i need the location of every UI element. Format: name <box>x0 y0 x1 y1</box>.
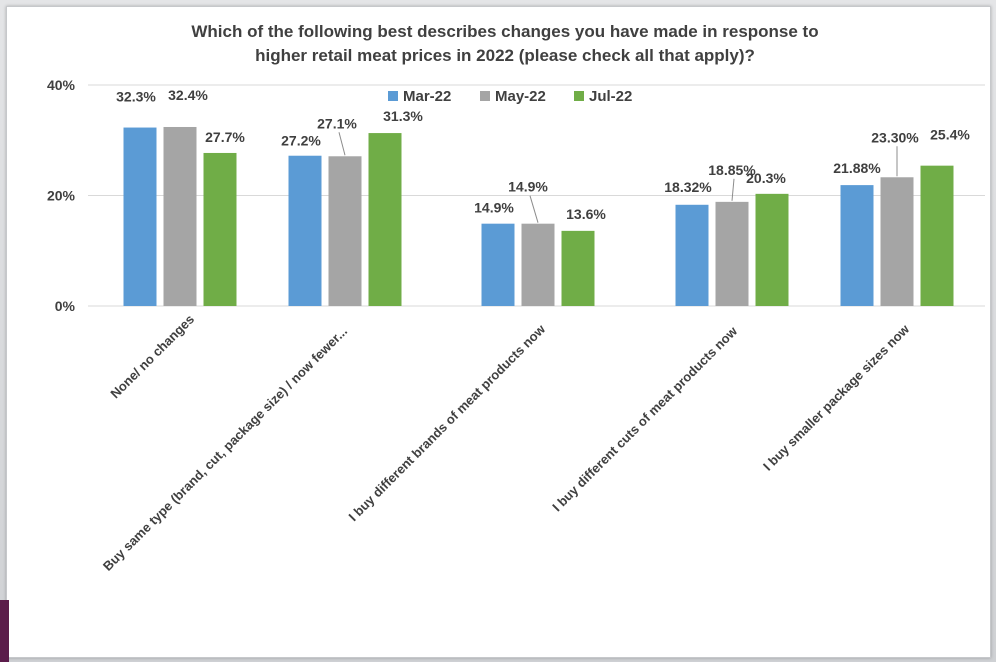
y-axis-tick-labels: 0% 20% 40% <box>47 77 76 314</box>
data-label: 13.6% <box>566 206 606 222</box>
bar <box>840 185 874 306</box>
data-label: 21.88% <box>833 160 881 176</box>
bar <box>880 177 914 306</box>
y-tick-label: 40% <box>47 77 76 93</box>
x-category-label: I buy different brands of meat products … <box>345 321 548 524</box>
y-tick-label: 20% <box>47 188 76 204</box>
bars <box>123 126 954 307</box>
bar <box>920 165 954 306</box>
data-label: 32.3% <box>116 89 156 105</box>
label-leader <box>338 132 346 156</box>
x-category-label: None/ no changes <box>107 312 197 402</box>
chart-title: Which of the following best describes ch… <box>191 22 818 65</box>
legend-label: Jul-22 <box>589 88 632 105</box>
bar <box>675 204 709 306</box>
data-labels: 32.3% 27.2% 14.9% 18.32% 21.88% 32.4% 27.1% 14.… <box>116 87 970 222</box>
data-label: 27.7% <box>205 129 245 145</box>
data-label: 14.9% <box>508 179 548 195</box>
data-label: 20.3% <box>746 170 786 186</box>
chart-title-line-2: higher retail meat prices in 2022 (pleas… <box>255 46 755 65</box>
bar <box>123 127 157 306</box>
data-label: 14.9% <box>474 200 514 216</box>
legend-swatch <box>388 91 398 101</box>
data-label: 25.4% <box>930 127 970 143</box>
y-tick-label: 0% <box>55 298 76 314</box>
bar <box>203 152 237 306</box>
legend-swatch <box>574 91 584 101</box>
bar <box>163 126 197 307</box>
legend-label: Mar-22 <box>403 88 451 105</box>
bar <box>561 230 595 306</box>
bar <box>755 193 789 306</box>
data-label: 27.2% <box>281 133 321 149</box>
legend-label: May-22 <box>495 88 546 105</box>
label-leader <box>529 195 539 223</box>
legend-swatch <box>480 91 490 101</box>
chart-title-line-1: Which of the following best describes ch… <box>191 22 818 41</box>
data-label: 18.32% <box>664 179 712 195</box>
bar <box>368 133 402 306</box>
slide-accent-bar <box>0 600 9 662</box>
data-label: 23.30% <box>871 129 919 145</box>
x-category-label: I buy smaller package sizes now <box>760 321 913 474</box>
chart-card <box>6 6 991 658</box>
bar <box>521 223 555 306</box>
x-category-label: I buy different cuts of meat products no… <box>549 323 741 515</box>
bar <box>328 156 362 306</box>
bar <box>288 155 322 306</box>
legend: Mar-22 May-22 Jul-22 <box>388 88 632 105</box>
data-label: 31.3% <box>383 108 423 124</box>
data-label: 32.4% <box>168 87 208 103</box>
bar <box>481 223 515 306</box>
label-leader-lines <box>338 132 898 223</box>
data-label: 27.1% <box>317 115 357 131</box>
label-leader <box>731 178 735 201</box>
data-label: 18.85% <box>708 162 756 178</box>
bar <box>715 201 749 306</box>
